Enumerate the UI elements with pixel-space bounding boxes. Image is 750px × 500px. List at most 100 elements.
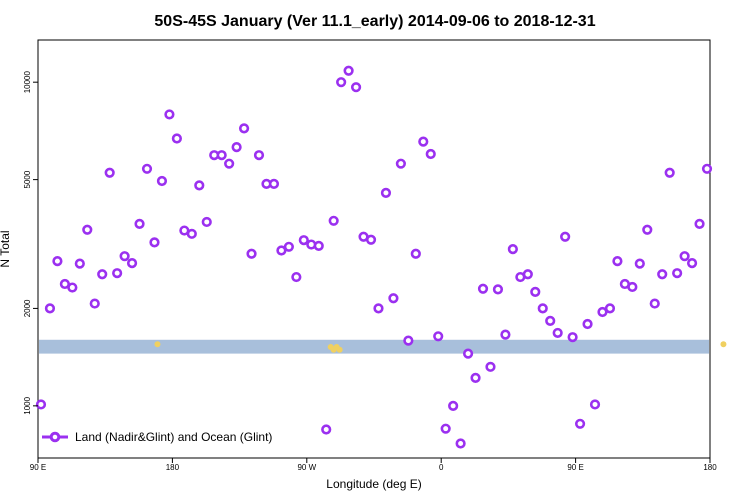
data-point bbox=[246, 248, 257, 259]
data-point bbox=[410, 248, 421, 259]
data-point bbox=[425, 148, 436, 160]
data-point bbox=[418, 136, 429, 147]
data-point bbox=[89, 298, 100, 309]
y-axis-label: N Total bbox=[0, 230, 12, 267]
data-point bbox=[44, 303, 56, 314]
x-tick-label: 0 bbox=[439, 463, 444, 472]
data-point bbox=[291, 271, 302, 283]
data-point bbox=[664, 167, 675, 178]
y-tick-label: 10000 bbox=[23, 71, 32, 94]
data-point bbox=[186, 228, 197, 239]
data-point bbox=[141, 163, 153, 174]
band-layer bbox=[39, 339, 709, 354]
data-point bbox=[126, 258, 138, 269]
data-point bbox=[67, 282, 78, 293]
data-point bbox=[35, 399, 47, 410]
data-point bbox=[627, 281, 638, 293]
glint-point bbox=[327, 343, 334, 350]
data-point bbox=[365, 234, 377, 245]
data-point bbox=[582, 318, 593, 330]
data-point bbox=[500, 329, 511, 340]
y-axis: 1000 2000 5000 10000 bbox=[23, 71, 38, 415]
data-point bbox=[567, 332, 578, 343]
data-point bbox=[119, 251, 130, 262]
data-point bbox=[440, 423, 451, 434]
data-point bbox=[134, 218, 145, 229]
glint-band bbox=[39, 339, 709, 354]
data-point bbox=[82, 224, 93, 235]
data-point bbox=[470, 372, 481, 383]
chart-title: 50S-45S January (Ver 11.1_early) 2014-09… bbox=[154, 13, 595, 30]
data-point bbox=[574, 418, 586, 429]
data-point bbox=[350, 82, 362, 93]
y-tick-label: 5000 bbox=[23, 170, 32, 188]
data-point bbox=[194, 180, 205, 191]
data-point bbox=[164, 109, 175, 120]
data-point bbox=[388, 293, 399, 304]
x-tick-label: 180 bbox=[703, 463, 717, 472]
data-point bbox=[552, 327, 563, 339]
data-point bbox=[545, 315, 556, 326]
data-point bbox=[328, 215, 339, 226]
data-point bbox=[238, 123, 250, 134]
data-point bbox=[485, 361, 496, 372]
data-point bbox=[74, 258, 85, 269]
data-point bbox=[448, 400, 459, 411]
data-point bbox=[104, 167, 115, 178]
data-point bbox=[694, 218, 705, 229]
data-point bbox=[589, 399, 601, 410]
x-tick-label: 90 E bbox=[567, 463, 583, 472]
data-point bbox=[59, 278, 70, 290]
data-point bbox=[283, 241, 294, 252]
data-point bbox=[679, 251, 690, 262]
data-point bbox=[97, 269, 108, 280]
data-point bbox=[597, 306, 608, 318]
data-point bbox=[156, 175, 168, 187]
data-point bbox=[52, 256, 63, 267]
data-point bbox=[313, 240, 324, 252]
glint-point bbox=[336, 346, 343, 353]
data-point bbox=[477, 283, 489, 294]
data-point bbox=[462, 348, 474, 359]
data-point bbox=[672, 268, 683, 279]
data-point bbox=[701, 163, 713, 174]
data-point bbox=[604, 303, 616, 314]
legend-marker bbox=[49, 431, 61, 443]
data-point bbox=[276, 245, 287, 256]
data-point bbox=[216, 150, 227, 161]
data-point bbox=[686, 258, 698, 269]
data-point bbox=[649, 298, 660, 309]
data-point bbox=[492, 284, 504, 295]
data-point bbox=[560, 231, 571, 242]
y-tick-label: 1000 bbox=[23, 396, 32, 414]
data-point bbox=[298, 235, 309, 246]
data-point bbox=[530, 286, 541, 297]
data-point bbox=[201, 216, 212, 228]
data-point bbox=[642, 224, 653, 235]
data-point bbox=[612, 256, 623, 267]
points-layer bbox=[35, 65, 713, 449]
x-tick-label: 90 E bbox=[30, 463, 46, 472]
data-point bbox=[657, 269, 668, 280]
legend: Land (Nadir&Glint) and Ocean (Glint) bbox=[42, 430, 272, 444]
data-point bbox=[403, 335, 414, 346]
data-point bbox=[149, 237, 160, 248]
legend-label: Land (Nadir&Glint) and Ocean (Glint) bbox=[75, 430, 272, 444]
data-point bbox=[231, 142, 242, 153]
glint-point bbox=[154, 341, 161, 348]
data-point bbox=[507, 243, 518, 255]
glint-layer bbox=[154, 341, 727, 353]
data-point bbox=[395, 158, 406, 169]
x-axis: 90 E 180 90 W 0 90 E 180 bbox=[30, 458, 717, 472]
data-point bbox=[112, 268, 123, 279]
x-tick-label: 90 W bbox=[297, 463, 316, 472]
data-point bbox=[343, 65, 354, 76]
data-point bbox=[268, 178, 280, 189]
data-point bbox=[171, 133, 182, 144]
data-point bbox=[537, 303, 548, 314]
data-point bbox=[433, 331, 444, 342]
data-point bbox=[253, 150, 265, 161]
data-point bbox=[634, 258, 645, 269]
data-point bbox=[522, 269, 533, 280]
